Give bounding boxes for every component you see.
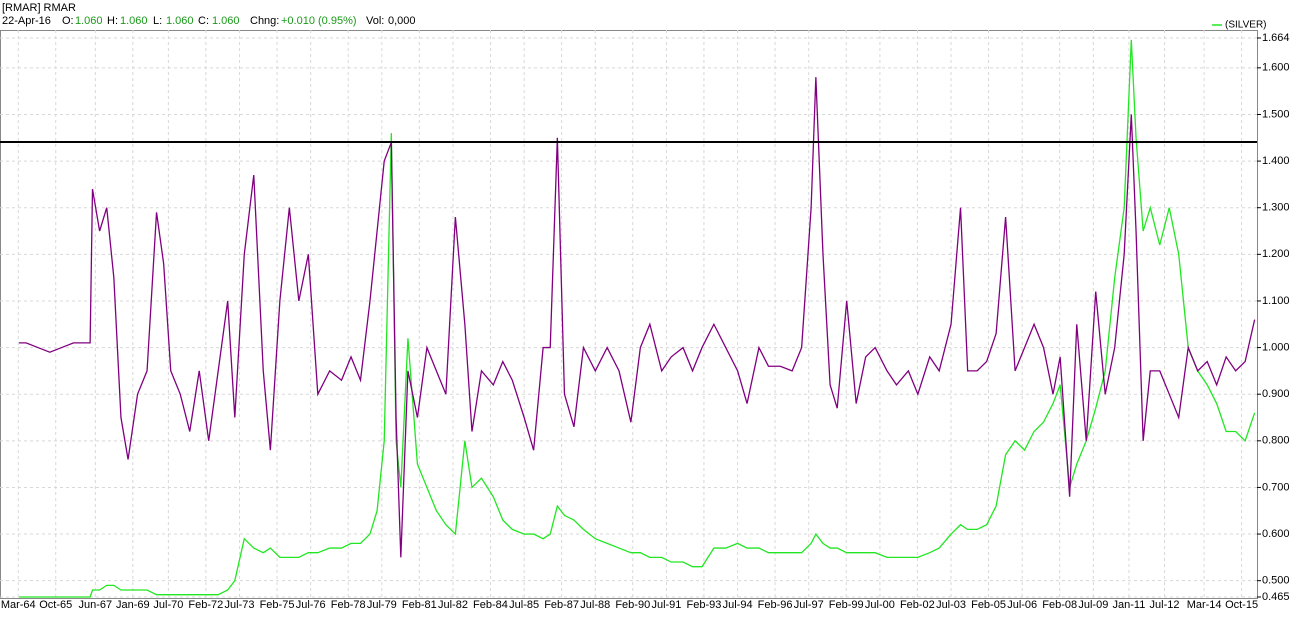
y-tick-label: 1.400 xyxy=(1262,155,1290,167)
x-tick-label: Jul-97 xyxy=(794,599,824,611)
field-value: 1.060 xyxy=(212,15,240,27)
x-tick-label: Jan-11 xyxy=(1113,599,1146,611)
x-tick-label: Oct-15 xyxy=(1225,599,1258,611)
x-tick-label: Feb-02 xyxy=(900,599,935,611)
x-tick-label: Mar-14 xyxy=(1187,599,1222,611)
field-value: 1.060 xyxy=(166,15,194,27)
x-tick-label: Jul-94 xyxy=(723,599,753,611)
y-tick-label: 1.100 xyxy=(1262,295,1290,307)
y-tick-label: 1.600 xyxy=(1262,62,1290,74)
x-tick-label: Jul-09 xyxy=(1078,599,1108,611)
field-value: +0.010 (0.95%) xyxy=(281,15,357,27)
x-tick-label: Feb-84 xyxy=(473,599,508,611)
field-label: H: xyxy=(107,15,118,27)
y-tick-label: 1.000 xyxy=(1262,341,1290,353)
y-tick-label: 0.800 xyxy=(1262,435,1290,447)
x-tick-label: Jul-12 xyxy=(1150,599,1180,611)
y-tick-label: 1.664 xyxy=(1262,32,1290,44)
x-tick-label: Jul-00 xyxy=(865,599,895,611)
series-line xyxy=(18,39,1256,598)
x-tick-label: Feb-93 xyxy=(686,599,721,611)
x-tick-label: Jul-76 xyxy=(296,599,326,611)
x-tick-label: Feb-90 xyxy=(615,599,650,611)
x-tick-label: Jun-67 xyxy=(79,599,113,611)
x-tick-label: Jul-03 xyxy=(936,599,966,611)
x-tick-label: Feb-99 xyxy=(829,599,864,611)
field-label: Chng: xyxy=(250,15,279,27)
x-tick-label: Feb-81 xyxy=(402,599,437,611)
x-tick-label: Jul-88 xyxy=(580,599,610,611)
x-tick-label: Feb-08 xyxy=(1042,599,1077,611)
y-tick-label: 0.500 xyxy=(1262,575,1290,587)
x-tick-label: Feb-05 xyxy=(971,599,1006,611)
y-tick-label: 1.200 xyxy=(1262,248,1290,260)
field-value: 1.060 xyxy=(120,15,148,27)
y-tick-label: 1.300 xyxy=(1262,202,1290,214)
field-value: 1.060 xyxy=(75,15,103,27)
x-tick-label: Mar-64 xyxy=(1,599,36,611)
x-tick-label: Jul-73 xyxy=(225,599,255,611)
date: 22-Apr-16 xyxy=(2,15,51,27)
field-label: Vol: xyxy=(366,15,384,27)
y-tick-label: 0.900 xyxy=(1262,388,1290,400)
x-tick-label: Jul-91 xyxy=(651,599,681,611)
legend-label: (SILVER) xyxy=(1225,20,1267,31)
field-value: 0,000 xyxy=(388,15,416,27)
y-tick-label: 0.700 xyxy=(1262,481,1290,493)
x-tick-label: Jan-69 xyxy=(116,599,150,611)
x-tick-label: Jul-06 xyxy=(1007,599,1037,611)
x-tick-label: Jul-79 xyxy=(367,599,397,611)
field-label: O: xyxy=(62,15,74,27)
y-tick-label: 1.500 xyxy=(1262,108,1290,120)
symbol: [RMAR] RMAR xyxy=(2,2,76,14)
x-tick-label: Jul-70 xyxy=(153,599,183,611)
y-tick-label: 0.465 xyxy=(1262,591,1290,603)
x-tick-label: Jul-85 xyxy=(509,599,539,611)
x-tick-label: Feb-96 xyxy=(758,599,793,611)
x-tick-label: Feb-75 xyxy=(260,599,295,611)
y-tick-label: 0.600 xyxy=(1262,528,1290,540)
x-tick-label: Feb-72 xyxy=(188,599,223,611)
plot-frame xyxy=(0,30,1258,599)
x-tick-label: Oct-65 xyxy=(39,599,72,611)
x-tick-label: Feb-87 xyxy=(544,599,579,611)
field-label: L: xyxy=(153,15,162,27)
field-label: C: xyxy=(198,15,209,27)
x-tick-label: Jul-82 xyxy=(438,599,468,611)
x-tick-label: Feb-78 xyxy=(331,599,366,611)
series-line xyxy=(18,77,1256,558)
